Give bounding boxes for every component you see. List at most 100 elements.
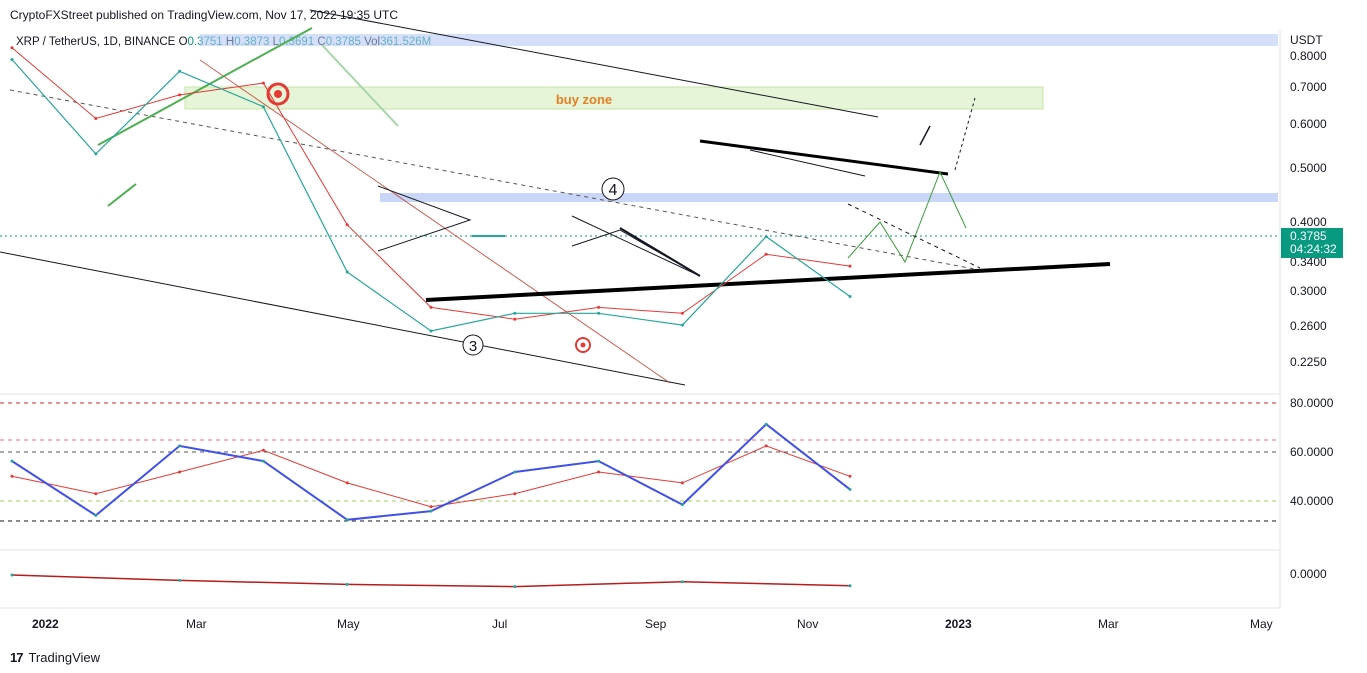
rsi-ma-point[interactable] [513,492,517,496]
rsi-ma-point[interactable] [94,492,98,496]
rsi-ma-point[interactable] [10,474,14,478]
rsi-ma-point[interactable] [429,505,433,509]
price-tick: 0.6000 [1290,117,1327,131]
rsi-ma-point[interactable] [345,481,349,485]
osc-point[interactable] [848,584,852,588]
osc-point[interactable] [680,580,684,584]
rsi-point[interactable] [848,487,852,491]
osc-point[interactable] [513,585,517,589]
time-label: Jul [492,617,507,631]
short-resistance-line[interactable] [749,149,866,177]
price-tick: 0.7000 [1290,80,1327,94]
osc-point[interactable] [345,582,349,586]
close-point[interactable] [178,69,182,73]
green-uptrend-line[interactable] [97,27,313,146]
osc-point[interactable] [10,573,14,577]
rsi-point[interactable] [429,509,433,513]
ema-point[interactable] [345,223,349,227]
close-point[interactable] [597,311,601,315]
mid-resistance-band[interactable] [380,193,1278,202]
symbol-name[interactable]: XRP / TetherUS, 1D, BINANCE [16,36,176,48]
close-point[interactable] [429,329,433,333]
wave-3-label: 3 [469,338,477,355]
osc-point[interactable] [178,578,182,582]
buy-zone-rect[interactable] [184,86,1044,110]
rsi-point[interactable] [513,470,517,474]
ema-point[interactable] [178,93,182,97]
lower-channel-line[interactable] [0,251,686,386]
time-label: 2023 [945,617,972,631]
wave-4-marker[interactable] [601,177,625,201]
close-point[interactable] [764,235,768,239]
ema-point[interactable] [10,46,14,50]
rsi-point[interactable] [261,459,265,463]
tick-mark [919,125,931,146]
wave-3-marker[interactable] [462,334,484,356]
rsi-ma-point[interactable] [764,444,768,448]
last-price-badge[interactable] [1281,228,1343,258]
last-price-value: 0.3785 [1290,229,1327,243]
rsi-ma-point[interactable] [597,470,601,474]
target-icon [575,337,591,353]
tradingview-footer[interactable]: 17 TradingView [10,650,100,665]
osc-tick: 0.0000 [1290,567,1327,581]
ema-point[interactable] [261,81,265,85]
price-tick: 0.3400 [1290,255,1327,269]
rsi-ma-point[interactable] [261,448,265,452]
rsi-point[interactable] [764,422,768,426]
support-trendline[interactable] [425,262,1111,302]
time-label: 2022 [32,617,59,631]
rsi-tick: 60.0000 [1290,445,1334,459]
price-tick: 0.4000 [1290,215,1327,229]
ema-point[interactable] [848,264,852,268]
ema-point[interactable] [513,317,517,321]
pattern-wedge[interactable] [571,215,701,277]
breakout-path[interactable] [954,97,976,171]
rsi-ma-point[interactable] [680,481,684,485]
rsi-point[interactable] [10,459,14,463]
rsi-point[interactable] [597,459,601,463]
open-label: O [178,36,188,48]
close-point[interactable] [848,295,852,298]
rsi-point[interactable] [680,503,684,507]
ema-point[interactable] [764,252,768,256]
wedge-line[interactable] [619,227,701,277]
ema-point[interactable] [429,305,433,309]
close-point[interactable] [94,152,98,156]
close-point[interactable] [680,323,684,327]
projected-path-green[interactable] [847,170,967,264]
close-point[interactable] [345,270,349,274]
rsi-ma-point[interactable] [178,470,182,474]
oscillator-line[interactable] [11,574,851,588]
ema-point[interactable] [94,117,98,120]
close-point[interactable] [261,105,265,109]
close-point[interactable] [10,58,14,61]
close-point[interactable] [513,311,517,315]
time-label: Sep [645,617,667,631]
rsi-point[interactable] [94,513,98,517]
red-trendline[interactable] [199,59,671,384]
publish-info: CryptoFXStreet published on TradingView.… [10,8,398,22]
time-label: Mar [1098,617,1119,631]
rsi-tick: 40.0000 [1290,494,1334,508]
rsi-ma-point[interactable] [848,474,852,478]
upper-trendline[interactable] [309,9,879,118]
rsi-point[interactable] [178,444,182,448]
target-icon [266,82,290,106]
time-label: May [337,617,360,631]
bear-flag-1[interactable] [377,185,472,252]
dashed-trendline[interactable] [9,89,981,271]
triangle-upper-line[interactable] [699,139,949,176]
ema-point[interactable] [680,311,684,315]
projected-path-dashed[interactable] [847,203,981,269]
buy-zone-label[interactable]: buy zone [556,92,612,107]
ema-point[interactable] [597,305,601,309]
green-arrow-icon [107,183,137,207]
brand-name: TradingView [28,650,101,665]
price-tick: 0.5000 [1290,161,1327,175]
light-green-arrow-icon [321,44,399,127]
rsi-point[interactable] [345,518,349,522]
rsi-ma-line[interactable] [11,445,851,508]
top-resistance-band[interactable] [200,34,1278,46]
